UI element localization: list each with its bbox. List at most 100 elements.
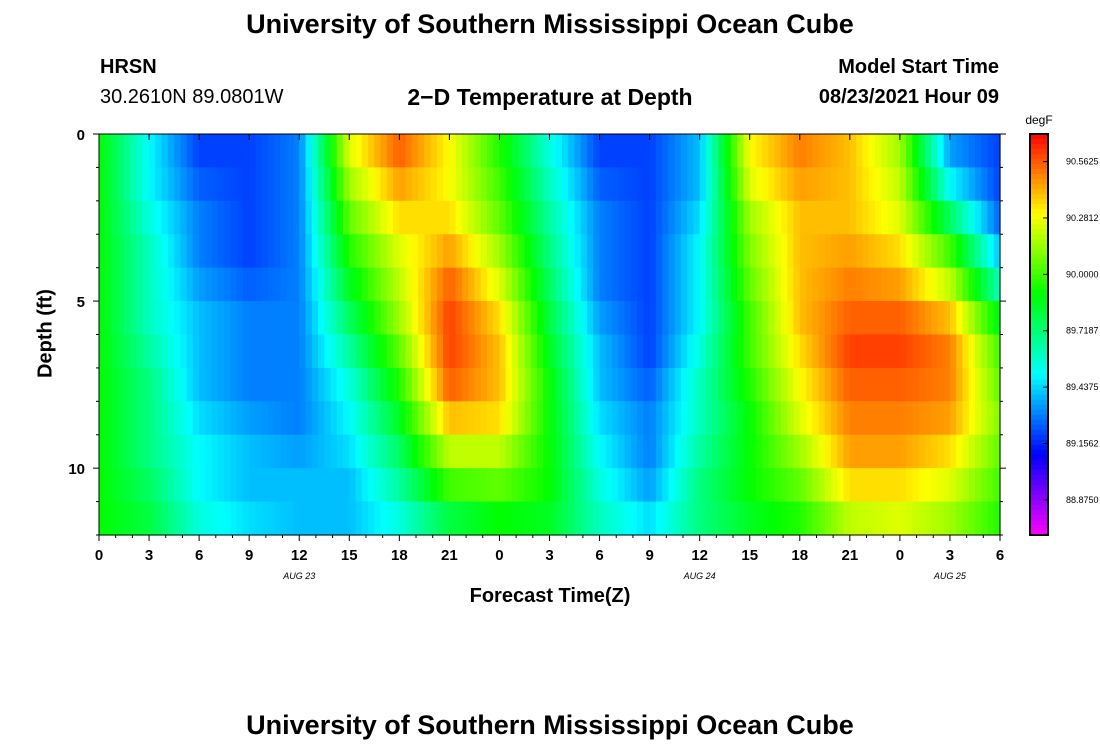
heatmap-cell [174,401,181,436]
heatmap-cell [737,267,745,302]
heatmap-cell [418,501,425,536]
heatmap-cell [762,468,770,503]
heatmap-cell [142,434,150,469]
heatmap-cell [956,434,964,469]
heatmap-cell [662,134,669,169]
heatmap-cell [267,267,275,302]
heatmap-cell [562,267,569,302]
heatmap-cell [368,434,375,469]
heatmap-cell [705,367,713,402]
heatmap-cell [818,200,826,235]
heatmap-cell [286,234,294,269]
heatmap-cell [349,134,357,169]
heatmap-cell [530,501,538,536]
heatmap-cell [799,334,807,369]
heatmap-cell [943,167,951,202]
heatmap-cell [474,134,482,169]
heatmap-cell [674,334,682,369]
heatmap-cell [305,267,313,302]
heatmap-cell [824,367,832,402]
heatmap-cell [818,234,826,269]
heatmap-cell [136,234,144,269]
heatmap-cell [280,468,288,503]
heatmap-cell [668,401,676,436]
heatmap-cell [443,134,450,169]
heatmap-cell [393,367,400,402]
heatmap-cell [105,501,113,536]
colorbar-swatch [1030,384,1048,391]
heatmap-cell [662,301,669,336]
heatmap-cell [249,301,257,336]
colorbar-swatch [1030,269,1048,275]
heatmap-cell [912,200,920,235]
heatmap-cell [874,200,882,235]
heatmap-cell [386,468,394,503]
heatmap-cell [812,468,820,503]
heatmap-cell [624,267,632,302]
heatmap-cell [655,234,663,269]
heatmap-cell [374,301,382,336]
heatmap-cell [249,468,257,503]
heatmap-cell [881,367,888,402]
heatmap-cell [862,468,870,503]
heatmap-cell [324,267,332,302]
heatmap-cell [987,501,995,536]
heatmap-cell [418,234,425,269]
heatmap-cell [612,134,619,169]
heatmap-cell [705,501,713,536]
heatmap-cell [630,301,638,336]
heatmap-cell [180,501,188,536]
heatmap-cell [505,200,513,235]
heatmap-cell [837,200,845,235]
colorbar-swatch [1030,439,1048,446]
heatmap-cell [524,468,532,503]
heatmap-cell [987,167,995,202]
heatmap-cell [480,267,488,302]
heatmap-cell [931,468,939,503]
heatmap-cell [261,501,269,536]
heatmap-cell [793,434,801,469]
heatmap-cell [261,367,269,402]
heatmap-cell [812,200,820,235]
heatmap-cell [142,134,150,169]
heatmap-cell [993,134,1001,169]
heatmap-cell [755,267,763,302]
heatmap-cell [105,267,113,302]
heatmap-cell [255,501,263,536]
heatmap-cell [924,401,932,436]
heatmap-cell [549,468,557,503]
heatmap-cell [874,134,882,169]
heatmap-cell [274,267,282,302]
heatmap-cell [211,200,219,235]
heatmap-cell [493,501,501,536]
colorbar-swatch [1030,314,1048,321]
heatmap-cell [868,367,876,402]
heatmap-cell [242,468,250,503]
heatmap-cell [305,334,313,369]
heatmap-cell [687,267,695,302]
heatmap-cell [136,501,144,536]
heatmap-cell [242,334,250,369]
heatmap-cell [918,468,926,503]
heatmap-cell [643,234,651,269]
heatmap-cell [593,167,601,202]
heatmap-cell [217,134,225,169]
heatmap-cell [399,401,407,436]
heatmap-cell [762,334,770,369]
heatmap-cell [324,401,332,436]
heatmap-cell [224,401,231,436]
heatmap-cell [680,134,688,169]
heatmap-cell [274,200,282,235]
heatmap-cell [837,367,845,402]
heatmap-cell [912,401,920,436]
heatmap-cell [174,334,181,369]
heatmap-cell [699,267,707,302]
heatmap-cell [968,401,976,436]
heatmap-cell [117,334,125,369]
heatmap-cell [793,501,801,536]
heatmap-cell [812,501,820,536]
heatmap-cell [468,234,476,269]
heatmap-cell [862,234,870,269]
heatmap-cell [818,434,826,469]
heatmap-cell [124,501,131,536]
